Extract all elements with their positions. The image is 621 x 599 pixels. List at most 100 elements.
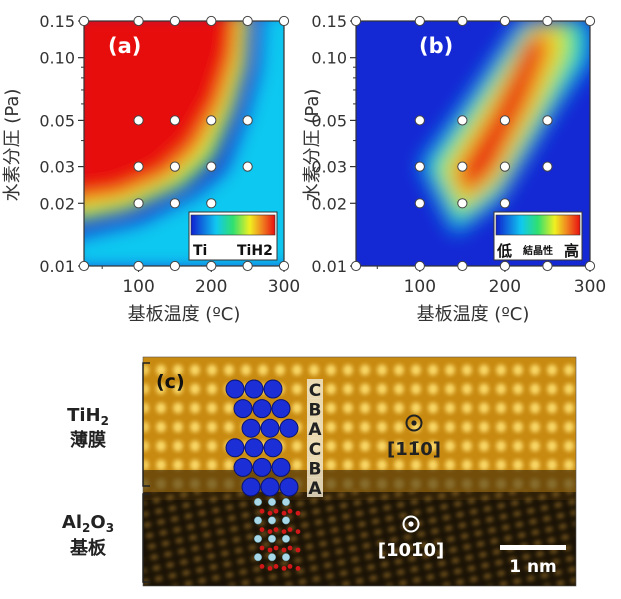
data-point	[242, 260, 253, 272]
data-point	[206, 198, 217, 209]
ti-atom	[244, 379, 264, 399]
panel-b: 0.01 0.02 0.03 0.05 0.10 0.15 100 200 300 (b) 低 …	[302, 12, 606, 325]
data-point	[457, 115, 468, 126]
o-atom	[273, 545, 279, 551]
data-point	[278, 15, 290, 27]
o-atom	[295, 566, 301, 571]
y-tick-label: 0.02	[39, 194, 75, 213]
data-point	[457, 15, 468, 27]
o-atom	[273, 564, 279, 569]
x-tick-label: 200	[195, 277, 227, 297]
panel-b-xlabel: 基板温度 (ºC)	[417, 304, 530, 325]
data-point	[457, 161, 468, 172]
y-tick-label: 0.01	[39, 257, 75, 276]
panel-a-ylabel: 水素分圧 (Pa)	[2, 89, 23, 202]
zone-axis-icon	[405, 414, 423, 432]
direction-marker-top: [11̄0]	[387, 414, 441, 460]
data-point	[169, 15, 181, 27]
ti-atom	[233, 457, 253, 477]
data-point	[242, 161, 253, 172]
data-point	[169, 115, 181, 126]
ti-atom	[263, 379, 283, 399]
stacking-label-bg	[307, 457, 323, 478]
zone-axis-icon	[402, 515, 420, 533]
data-point	[542, 15, 553, 27]
film-label-line1: TiH2	[67, 405, 109, 428]
o-atom	[267, 566, 273, 571]
o-atom	[259, 508, 265, 514]
panel-c-label: (c)	[156, 371, 185, 393]
data-point	[414, 260, 425, 272]
o-atom	[287, 545, 293, 551]
o-atom	[259, 545, 265, 551]
stacking-label: C	[309, 381, 321, 401]
panel-b-ylabel: 水素分圧 (Pa)	[302, 89, 323, 202]
data-point	[133, 115, 144, 126]
al-atom	[267, 497, 277, 507]
ti-atom-model	[225, 379, 299, 497]
data-point	[457, 260, 468, 272]
y-tick-label: 0.05	[311, 111, 347, 130]
data-point	[499, 115, 511, 126]
y-tick-label: 0.15	[39, 12, 75, 31]
al-atom	[253, 497, 263, 507]
panel-b-label: (b)	[419, 34, 453, 58]
o-atom	[287, 564, 293, 569]
data-point	[457, 198, 468, 209]
y-tick-label: 0.05	[39, 111, 75, 130]
data-point	[584, 15, 596, 27]
y-tick-label: 0.03	[39, 158, 75, 177]
al-atom	[267, 534, 277, 543]
o-atom	[281, 547, 287, 553]
data-point	[414, 161, 425, 172]
data-point	[133, 161, 144, 172]
film-label-line2: 薄膜	[70, 429, 106, 451]
colorbar-label-high: 高	[564, 242, 579, 260]
panel-a-heatmap	[84, 21, 284, 266]
ti-atom	[225, 438, 245, 458]
al-atom	[281, 534, 291, 543]
ti-atom	[263, 438, 283, 458]
y-tick-label: 0.10	[39, 49, 75, 68]
stacking-label-bg	[307, 379, 323, 399]
data-point	[78, 15, 90, 27]
panel-b-points	[350, 15, 596, 272]
panel-b-colorbar: 低 結晶性 高	[493, 211, 583, 261]
scale-bar-line	[500, 545, 566, 550]
data-point	[542, 260, 553, 272]
substrate-bracket	[142, 493, 150, 583]
ti-atom	[271, 399, 291, 419]
al-atom	[253, 534, 263, 543]
x-tick-label: 300	[268, 277, 300, 297]
ti-atom	[271, 457, 291, 477]
o-atom	[295, 547, 301, 553]
substrate-label-line1: Al2O3	[62, 512, 114, 535]
stacking-label-bg	[307, 437, 323, 458]
data-point	[169, 161, 181, 172]
colorbar-label-mid: 結晶性	[523, 244, 553, 257]
o-atom	[295, 510, 301, 516]
data-point	[206, 15, 217, 27]
ti-atom	[260, 477, 280, 497]
stacking-label-bg	[307, 418, 323, 439]
o-atom	[287, 508, 293, 514]
data-point	[542, 115, 553, 126]
ti-atom	[241, 477, 261, 497]
data-point	[169, 260, 181, 272]
substrate-label-line2: 基板	[69, 537, 107, 559]
o-atom	[281, 566, 287, 571]
stacking-label: B	[309, 401, 322, 421]
data-point	[499, 198, 511, 209]
data-point	[350, 260, 362, 272]
data-point	[499, 260, 511, 272]
data-point	[133, 260, 144, 272]
y-tick-label: 0.02	[311, 194, 347, 213]
direction-marker-bottom: [101̄0]	[378, 515, 444, 561]
panel-c-micrograph	[143, 357, 576, 586]
al-atom	[281, 497, 291, 507]
ti-atom	[260, 418, 280, 438]
al-atom	[267, 516, 277, 525]
